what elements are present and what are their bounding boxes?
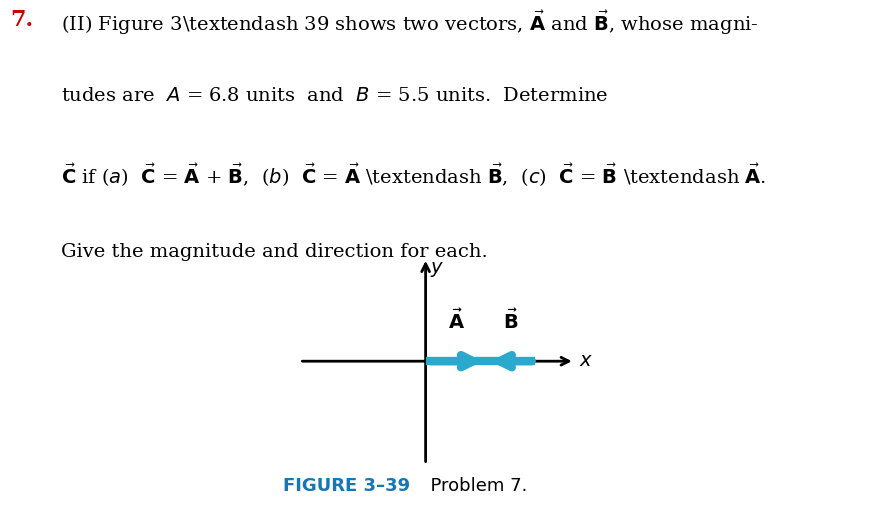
Text: $\vec{\mathbf{C}}$ if ($a$)  $\vec{\mathbf{C}}$ = $\vec{\mathbf{A}}$ + $\vec{\ma: $\vec{\mathbf{C}}$ if ($a$) $\vec{\mathb… bbox=[61, 162, 766, 189]
Text: (II) Figure 3\textendash 39 shows two vectors, $\vec{\mathbf{A}}$ and $\vec{\mat: (II) Figure 3\textendash 39 shows two ve… bbox=[61, 9, 758, 37]
Text: $x$: $x$ bbox=[579, 352, 593, 370]
Text: Problem 7.: Problem 7. bbox=[419, 477, 527, 495]
Text: FIGURE 3–39: FIGURE 3–39 bbox=[283, 477, 410, 495]
Text: 7.: 7. bbox=[11, 9, 34, 30]
Text: $\mathbf{\vec{A}}$: $\mathbf{\vec{A}}$ bbox=[448, 309, 465, 332]
Text: Give the magnitude and direction for each.: Give the magnitude and direction for eac… bbox=[61, 243, 487, 261]
Text: $y$: $y$ bbox=[430, 260, 444, 279]
Text: tudes are  $A$ = 6.8 units  and  $B$ = 5.5 units.  Determine: tudes are $A$ = 6.8 units and $B$ = 5.5 … bbox=[61, 87, 608, 105]
Text: $\mathbf{\vec{B}}$: $\mathbf{\vec{B}}$ bbox=[503, 309, 518, 332]
